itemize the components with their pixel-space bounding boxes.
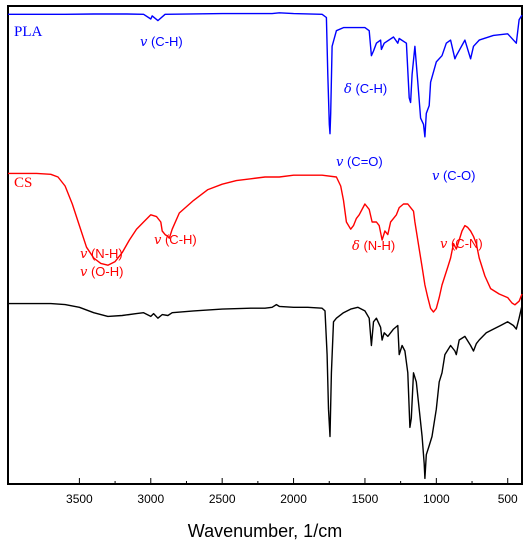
series-line-1 [8, 172, 523, 313]
series-label: CS [14, 175, 32, 191]
x-tick-label: 1500 [352, 492, 379, 506]
annotation-label: v (C=O) [336, 154, 383, 170]
x-tick-label: 2000 [280, 492, 307, 506]
annotation-label: v (C-H) [154, 232, 197, 248]
annotation-label: v (C-O) [432, 168, 475, 184]
x-axis-title: Wavenumber, 1/cm [188, 521, 342, 541]
series-line-0 [8, 12, 523, 138]
x-tick-label: 3000 [137, 492, 164, 506]
annotation-label: δ (C-H) [344, 81, 387, 97]
x-tick-label: 1000 [423, 492, 450, 506]
annotation-label: v (O-H) [80, 264, 123, 280]
plot-frame [7, 5, 523, 485]
annotation-label: v (N-H) [80, 246, 123, 262]
x-tick-label: 500 [498, 492, 518, 506]
annotation-label: v (C-H) [140, 34, 183, 50]
x-tick-label: 2500 [209, 492, 236, 506]
annotation-label: v (C-N) [440, 236, 483, 252]
series-label: PLA [14, 24, 43, 40]
annotation-label: δ (N-H) [352, 238, 395, 254]
x-tick-label: 3500 [66, 492, 93, 506]
series-line-2 [8, 302, 523, 480]
